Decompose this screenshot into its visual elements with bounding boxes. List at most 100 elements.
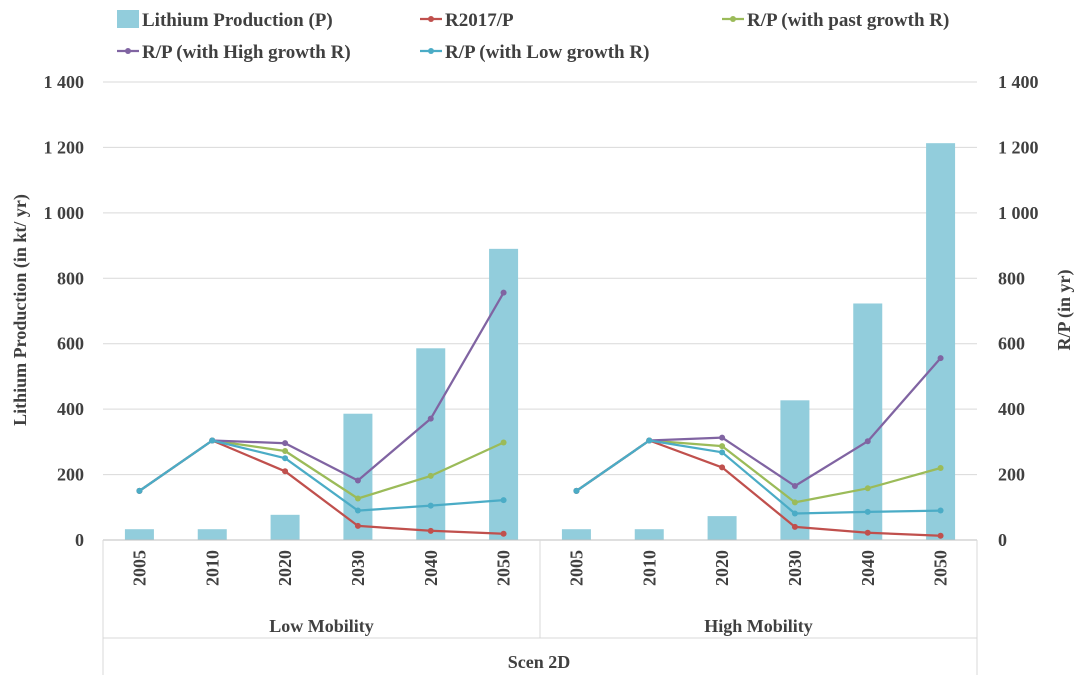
data-point — [719, 443, 726, 450]
y-tick-label-left: 800 — [57, 268, 84, 288]
bar-2040 — [853, 303, 883, 540]
x-tick-label: 2030 — [785, 550, 805, 586]
data-point — [719, 449, 726, 456]
x-tick-label: 2030 — [348, 550, 368, 586]
data-point — [646, 437, 653, 444]
y-tick-label-left: 0 — [75, 530, 84, 550]
data-point — [354, 477, 361, 484]
y-tick-label-left: 1 200 — [44, 137, 85, 157]
data-point — [573, 487, 580, 494]
data-point — [500, 530, 507, 537]
x-tick-label: 2005 — [129, 550, 149, 586]
data-point — [354, 507, 361, 514]
data-point — [427, 502, 434, 509]
legend-label: R/P (with past growth R) — [747, 10, 949, 31]
data-point — [427, 415, 434, 422]
data-point — [500, 439, 507, 446]
bar-2050 — [489, 248, 519, 541]
series-line-1 — [138, 439, 505, 500]
series-line-3 — [575, 439, 941, 515]
y-tick-label-right: 1 000 — [998, 203, 1039, 223]
y-tick-label-right: 1 200 — [998, 137, 1039, 157]
y-tick-label-left: 1 400 — [44, 72, 85, 92]
data-point — [864, 529, 871, 536]
x-axis-ticks: 2005 2010 2020 2030 2040 2050 Low Mobility 2005… — [129, 550, 950, 636]
group-label: Low Mobility — [269, 616, 374, 636]
data-point — [937, 355, 944, 362]
data-point — [864, 485, 871, 492]
y-tick-label-left: 600 — [57, 334, 84, 354]
data-point — [937, 507, 944, 514]
y-tick-label-right: 1 400 — [998, 72, 1039, 92]
data-point — [864, 508, 871, 515]
legend-item: R/P (with past growth R) — [722, 10, 949, 31]
bar-2020 — [707, 516, 737, 540]
data-point — [136, 487, 143, 494]
y-tick-label-right: 400 — [998, 399, 1025, 419]
series-line-3 — [138, 439, 504, 512]
y-tick-label-left: 200 — [57, 465, 84, 485]
data-point — [500, 289, 507, 296]
legend-item: R/P (with High growth R) — [117, 42, 351, 63]
x-tick-label: 2010 — [639, 550, 659, 586]
legend-marker — [730, 16, 736, 22]
x-tick-label: 2020 — [275, 550, 295, 586]
data-point — [354, 495, 361, 502]
x-tick-label: 2040 — [421, 550, 441, 586]
data-point — [719, 464, 726, 471]
legend-marker — [125, 48, 131, 54]
bar-2050 — [926, 143, 956, 540]
data-point — [719, 434, 726, 441]
bar-2010 — [197, 529, 227, 540]
legend-item: R/P (with Low growth R) — [420, 42, 649, 63]
data-point — [282, 448, 289, 455]
series-line-0 — [575, 439, 941, 537]
axes — [102, 539, 978, 675]
y-tick-label-right: 600 — [998, 334, 1025, 354]
x-tick-label: 2050 — [931, 550, 951, 586]
data-point — [209, 437, 216, 444]
y-tick-label-right: 800 — [998, 268, 1025, 288]
data-point — [937, 465, 944, 472]
x-tick-label: 2020 — [712, 550, 732, 586]
data-point — [427, 472, 434, 479]
x-tick-label: 2010 — [202, 550, 222, 586]
data-point — [791, 510, 798, 517]
data-point — [864, 438, 871, 445]
legend-item: R2017/P — [420, 10, 514, 31]
legend-marker — [428, 16, 434, 22]
data-point — [282, 455, 289, 462]
bar-2030 — [343, 413, 373, 540]
legend-label: R/P (with Low growth R) — [445, 42, 649, 63]
line-series — [136, 289, 944, 539]
legend: Lithium Production (P) R2017/P R/P (with p… — [117, 10, 949, 63]
legend-item: Lithium Production (P) — [117, 10, 333, 31]
x-tick-label: 2005 — [566, 550, 586, 586]
x-tick-label: 2050 — [494, 550, 514, 586]
data-point — [937, 532, 944, 539]
y-axis-left-ticks: 0 200 400 600 800 1 000 1 200 1 400 — [44, 72, 85, 550]
group-label: High Mobility — [704, 616, 813, 636]
legend-label: Lithium Production (P) — [142, 10, 333, 31]
legend-marker — [428, 48, 434, 54]
legend-label: R2017/P — [445, 10, 514, 31]
bar-2010 — [634, 529, 664, 540]
data-point — [791, 499, 798, 506]
bar-2005 — [124, 529, 154, 540]
x-axis-title: Scen 2D — [508, 652, 571, 672]
bar-2040 — [416, 348, 446, 540]
series-line-2 — [575, 357, 942, 492]
legend-label: R/P (with High growth R) — [142, 42, 351, 63]
data-point — [354, 522, 361, 529]
data-point — [427, 527, 434, 534]
series-line-2 — [138, 292, 505, 492]
gridlines — [103, 81, 977, 476]
y-axis-left-title: Lithium Production (in kt/ yr) — [10, 194, 31, 426]
bar-2020 — [270, 514, 300, 540]
y-tick-label-left: 1 000 — [44, 203, 85, 223]
y-tick-label-right: 200 — [998, 465, 1025, 485]
bar-2030 — [780, 400, 810, 540]
data-point — [282, 468, 289, 475]
bar-series — [124, 143, 956, 541]
y-tick-label-right: 0 — [998, 530, 1007, 550]
